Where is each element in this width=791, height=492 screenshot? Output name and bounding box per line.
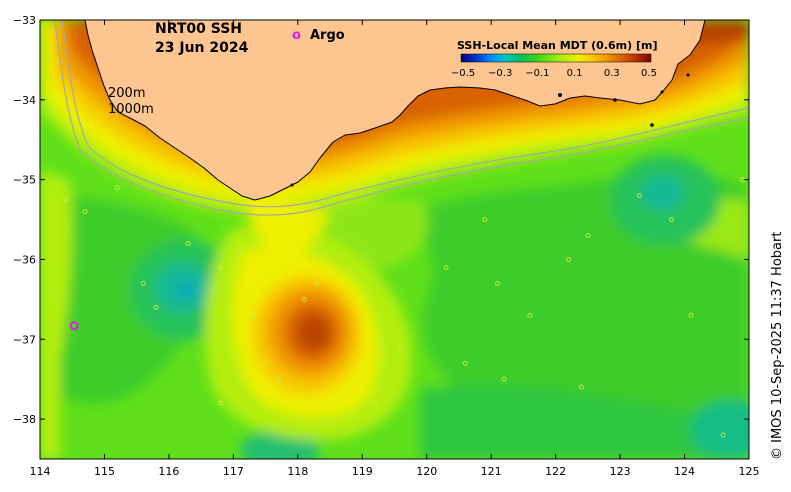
drifter-marker	[185, 240, 191, 246]
argo-float	[69, 321, 79, 331]
drifter-marker	[688, 312, 694, 318]
island	[650, 123, 654, 127]
y-tick-label: −35	[13, 174, 36, 187]
island	[660, 90, 664, 94]
island	[613, 98, 617, 102]
drifter-marker	[372, 400, 378, 406]
isobath-1000m	[61, 20, 749, 208]
drifter-marker	[250, 312, 256, 318]
drifter-marker	[153, 304, 159, 310]
island	[558, 93, 562, 97]
date-title: 23 Jun 2024	[155, 40, 249, 56]
drifter-marker	[495, 280, 501, 286]
drifter-marker	[636, 193, 642, 199]
drifter-marker	[82, 209, 88, 215]
drifter-marker	[482, 217, 488, 223]
australia-landmass	[84, 20, 706, 201]
x-tick-label: 120	[416, 465, 437, 478]
drifter-marker	[462, 360, 468, 366]
island	[290, 183, 294, 187]
colorbar-tick-label: −0.3	[488, 68, 512, 79]
drifter-marker	[578, 384, 584, 390]
colorbar-tick-label: 0.5	[641, 68, 657, 79]
colorbar-tick-label: 0.3	[604, 68, 620, 79]
argo-legend-label: Argo	[310, 28, 345, 43]
x-tick-label: 118	[287, 465, 308, 478]
isobath-200m	[54, 20, 749, 216]
island	[686, 73, 690, 77]
colorbar-tick-label: −0.5	[451, 68, 475, 79]
x-tick-label: 123	[610, 465, 631, 478]
drifter-marker	[237, 248, 243, 254]
x-tick-label: 115	[94, 465, 115, 478]
x-tick-label: 122	[545, 465, 566, 478]
drifter-marker	[527, 312, 533, 318]
colorbar-ticks: −0.5 −0.3 −0.1 0.1 0.3 0.5	[451, 68, 657, 79]
west-edge-warm	[40, 170, 72, 459]
x-tick-label: 114	[30, 465, 51, 478]
drifter-marker	[275, 376, 281, 382]
drifter-marker	[501, 376, 507, 382]
drifter-marker	[669, 217, 675, 223]
x-tick-label: 116	[158, 465, 179, 478]
product-title: NRT00 SSH	[155, 21, 242, 37]
drifter-marker	[63, 197, 69, 203]
plot-area	[40, 20, 749, 459]
y-tick-label: −36	[13, 253, 36, 266]
credit-text: © IMOS 10-Sep-2025 11:37 Hobart	[770, 232, 785, 460]
depth-label-200m: 200m	[108, 86, 145, 101]
y-tick-label: −34	[13, 94, 36, 107]
depth-label-1000m: 1000m	[108, 102, 154, 117]
drifter-marker	[720, 432, 726, 438]
warm-eddy-core	[298, 315, 330, 351]
yellowgreen-zone	[300, 195, 428, 270]
argo-legend-marker: o	[292, 28, 301, 43]
drifter-marker	[566, 256, 572, 262]
drifter-marker	[217, 264, 223, 270]
drifter-marker	[217, 400, 223, 406]
x-tick-label: 117	[223, 465, 244, 478]
plot-frame	[39, 19, 750, 460]
drifter-markers	[63, 177, 746, 438]
colorbar-title: SSH-Local Mean MDT (0.6m) [m]	[457, 39, 657, 52]
argo-markers	[69, 321, 79, 331]
drifter-marker	[585, 233, 591, 239]
colorbar-tick-label: −0.1	[525, 68, 549, 79]
y-tick-label: −38	[13, 413, 36, 426]
axis-ticks: 114 115 116 117 118 119 120 121 122 123 124 125 −33 −…	[13, 14, 760, 478]
yellow-tongue	[240, 195, 330, 270]
x-tick-label: 124	[674, 465, 695, 478]
y-tick-label: −33	[13, 14, 36, 27]
x-tick-label: 121	[481, 465, 502, 478]
cold-eddy-west-center	[176, 282, 196, 298]
y-tick-label: −37	[13, 333, 36, 346]
x-tick-label: 119	[352, 465, 373, 478]
drifter-marker	[398, 344, 404, 350]
drifter-marker	[263, 360, 269, 366]
drifter-marker	[140, 280, 146, 286]
drifter-marker	[314, 280, 320, 286]
colorbar-tick-label: 0.1	[567, 68, 583, 79]
drifter-marker	[114, 185, 120, 191]
x-tick-label: 125	[739, 465, 760, 478]
green-zone	[420, 385, 749, 459]
colorbar	[460, 53, 652, 63]
cyan-patch	[690, 400, 749, 459]
drifter-marker	[301, 296, 307, 302]
drifter-marker	[443, 264, 449, 270]
cold-eddy-east-core	[641, 175, 685, 211]
